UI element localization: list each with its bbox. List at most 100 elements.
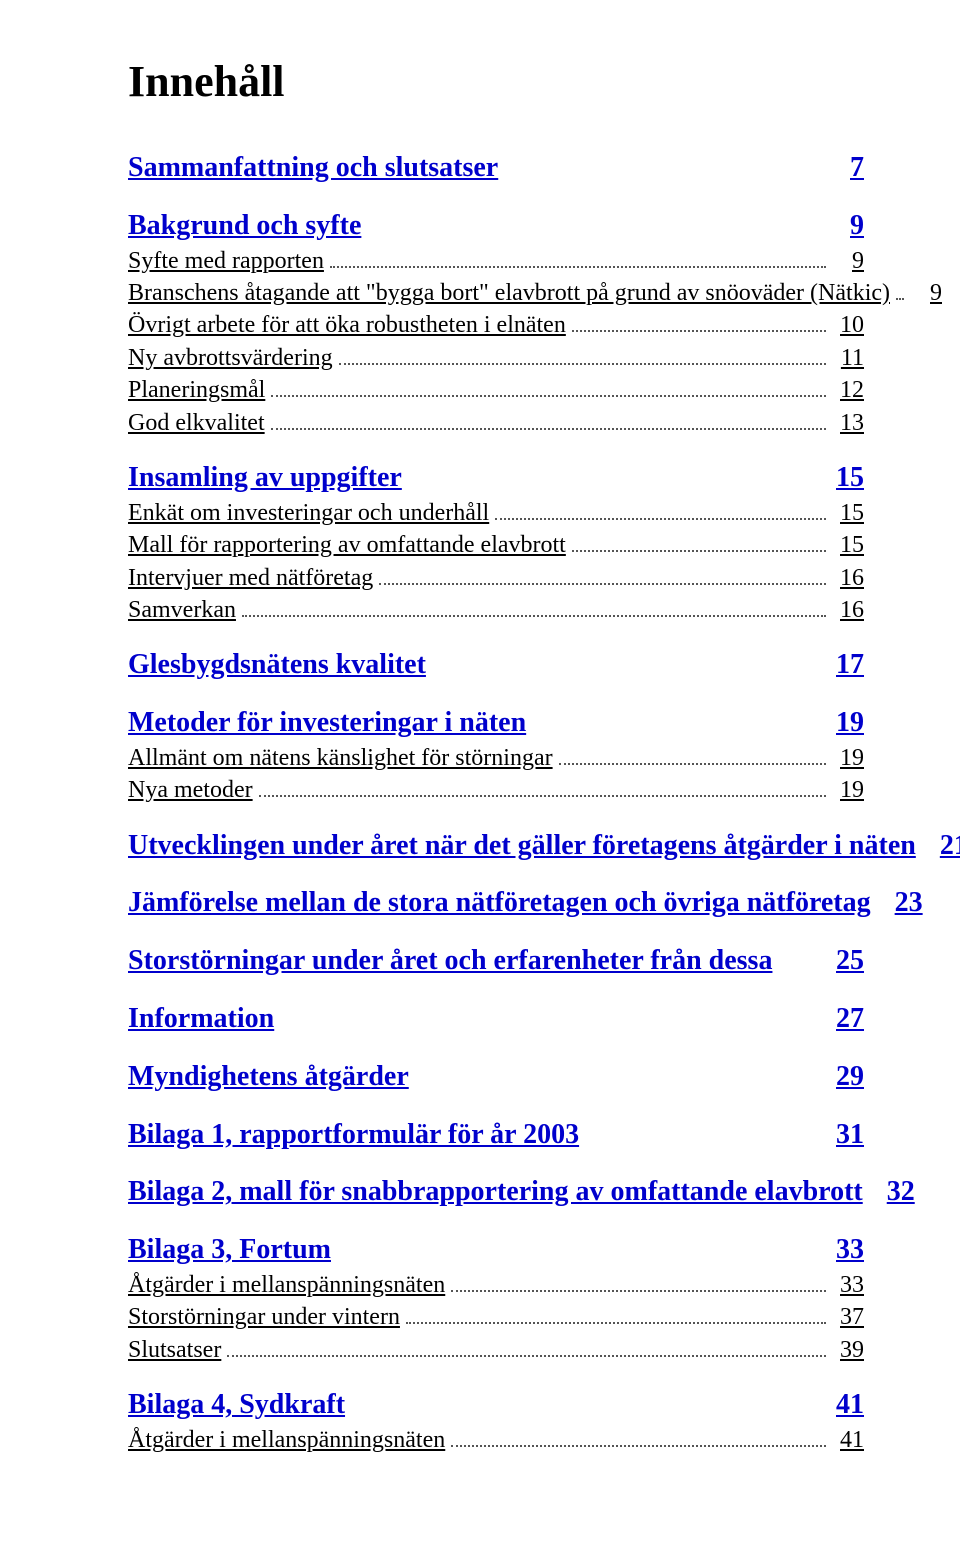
toc-section-link[interactable]: Bilaga 1, rapportformulär för år 2003 <box>128 1116 579 1154</box>
toc-sub-link[interactable]: Storstörningar under vintern <box>128 1301 400 1333</box>
toc-page-number[interactable]: 17 <box>832 646 864 684</box>
leader-dots <box>242 615 826 617</box>
toc-section-row: Myndighetens åtgärder 29 <box>128 1058 864 1096</box>
toc-page-number[interactable]: 9 <box>832 245 864 277</box>
toc-page-number[interactable]: 16 <box>832 594 864 626</box>
toc-sub-link[interactable]: Branschens åtagande att "bygga bort" ela… <box>128 277 890 309</box>
toc-sub-row: Samverkan 16 <box>128 594 864 626</box>
toc-sub-link[interactable]: Övrigt arbete för att öka robustheten i … <box>128 309 566 341</box>
leader-dots <box>271 395 826 397</box>
leader-dots <box>572 330 826 332</box>
leader-dots <box>330 266 826 268</box>
toc-sub-row: God elkvalitet 13 <box>128 407 864 439</box>
toc-sub-link[interactable]: God elkvalitet <box>128 407 265 439</box>
toc-page-number[interactable]: 21 <box>936 827 960 865</box>
leader-dots <box>451 1445 826 1447</box>
toc-page-number[interactable]: 7 <box>832 149 864 187</box>
leader-dots <box>406 1322 826 1324</box>
toc-page-number[interactable]: 41 <box>832 1424 864 1456</box>
toc-sub-row: Åtgärder i mellanspänningsnäten 33 <box>128 1269 864 1301</box>
toc-sub-row: Enkät om investeringar och underhåll 15 <box>128 497 864 529</box>
toc-page-number[interactable]: 33 <box>832 1231 864 1269</box>
toc-section-row: Information 27 <box>128 1000 864 1038</box>
toc-sub-link[interactable]: Nya metoder <box>128 774 253 806</box>
toc-sub-link[interactable]: Samverkan <box>128 594 236 626</box>
toc-section-link[interactable]: Sammanfattning och slutsatser <box>128 149 498 187</box>
toc-sub-link[interactable]: Planeringsmål <box>128 374 265 406</box>
toc-page-number[interactable]: 19 <box>832 774 864 806</box>
toc-page-number[interactable]: 31 <box>832 1116 864 1154</box>
toc-section-link[interactable]: Bakgrund och syfte <box>128 207 361 245</box>
toc-page-number[interactable]: 25 <box>832 942 864 980</box>
toc-sub-link[interactable]: Slutsatser <box>128 1334 221 1366</box>
toc-sub-row: Ny avbrottsvärdering 11 <box>128 342 864 374</box>
leader-dots <box>271 428 826 430</box>
toc-section-row: Insamling av uppgifter 15 <box>128 459 864 497</box>
toc-page-number[interactable]: 41 <box>832 1386 864 1424</box>
toc-page-number[interactable]: 15 <box>832 459 864 497</box>
toc-section-row: Bilaga 2, mall för snabbrapportering av … <box>128 1173 864 1211</box>
toc-page-number[interactable]: 19 <box>832 704 864 742</box>
leader-dots <box>259 795 826 797</box>
toc-section-row: Metoder för investeringar i näten 19 <box>128 704 864 742</box>
toc-sub-link[interactable]: Ny avbrottsvärdering <box>128 342 333 374</box>
leader-dots <box>451 1290 826 1292</box>
toc-page-number[interactable]: 23 <box>891 884 923 922</box>
toc-sub-row: Övrigt arbete för att öka robustheten i … <box>128 309 864 341</box>
toc-page-number[interactable]: 15 <box>832 529 864 561</box>
toc-section-link[interactable]: Metoder för investeringar i näten <box>128 704 526 742</box>
leader-dots <box>896 298 904 300</box>
toc-page-number[interactable]: 37 <box>832 1301 864 1333</box>
toc-section-link[interactable]: Bilaga 3, Fortum <box>128 1231 331 1269</box>
toc-sub-link[interactable]: Intervjuer med nätföretag <box>128 562 373 594</box>
toc-sub-row: Storstörningar under vintern 37 <box>128 1301 864 1333</box>
toc-section-link[interactable]: Glesbygdsnätens kvalitet <box>128 646 426 684</box>
toc-sub-row: Mall för rapportering av omfattande elav… <box>128 529 864 561</box>
toc-section-link[interactable]: Jämförelse mellan de stora nätföretagen … <box>128 884 871 922</box>
toc-page-number[interactable]: 12 <box>832 374 864 406</box>
toc-sub-row: Slutsatser 39 <box>128 1334 864 1366</box>
toc-section-row: Sammanfattning och slutsatser 7 <box>128 149 864 187</box>
toc-section-link[interactable]: Bilaga 4, Sydkraft <box>128 1386 345 1424</box>
toc-page-number[interactable]: 9 <box>832 207 864 245</box>
toc-page-number[interactable]: 16 <box>832 562 864 594</box>
toc-page-number[interactable]: 27 <box>832 1000 864 1038</box>
toc-sub-link[interactable]: Åtgärder i mellanspänningsnäten <box>128 1269 445 1301</box>
toc-sub-row: Åtgärder i mellanspänningsnäten 41 <box>128 1424 864 1456</box>
leader-dots <box>227 1355 826 1357</box>
toc-section-row: Bilaga 1, rapportformulär för år 2003 31 <box>128 1116 864 1154</box>
toc-page-number[interactable]: 9 <box>910 277 942 309</box>
toc-page-number[interactable]: 11 <box>832 342 864 374</box>
toc-section-link[interactable]: Information <box>128 1000 274 1038</box>
toc-page-number[interactable]: 10 <box>832 309 864 341</box>
toc-sub-row: Syfte med rapporten 9 <box>128 245 864 277</box>
toc-sub-link[interactable]: Enkät om investeringar och underhåll <box>128 497 489 529</box>
toc-section-row: Bilaga 3, Fortum 33 <box>128 1231 864 1269</box>
toc-page-number[interactable]: 15 <box>832 497 864 529</box>
toc-sub-link[interactable]: Syfte med rapporten <box>128 245 324 277</box>
toc-section-row: Jämförelse mellan de stora nätföretagen … <box>128 884 864 922</box>
toc-sub-link[interactable]: Mall för rapportering av omfattande elav… <box>128 529 566 561</box>
leader-dots <box>339 363 826 365</box>
toc-section-link[interactable]: Utvecklingen under året när det gäller f… <box>128 827 916 865</box>
toc-section-link[interactable]: Insamling av uppgifter <box>128 459 402 497</box>
toc-sub-row: Planeringsmål 12 <box>128 374 864 406</box>
leader-dots <box>379 583 826 585</box>
leader-dots <box>495 518 826 520</box>
toc-page-number[interactable]: 32 <box>883 1173 915 1211</box>
toc-page-number[interactable]: 39 <box>832 1334 864 1366</box>
page-title: Innehåll <box>128 56 864 107</box>
toc-page-number[interactable]: 19 <box>832 742 864 774</box>
toc-sub-link[interactable]: Allmänt om nätens känslighet för störnin… <box>128 742 553 774</box>
toc-page-number[interactable]: 13 <box>832 407 864 439</box>
toc-sub-row: Nya metoder 19 <box>128 774 864 806</box>
toc-page-number[interactable]: 33 <box>832 1269 864 1301</box>
toc-section-link[interactable]: Bilaga 2, mall för snabbrapportering av … <box>128 1173 863 1211</box>
leader-dots <box>572 550 826 552</box>
toc-sub-link[interactable]: Åtgärder i mellanspänningsnäten <box>128 1424 445 1456</box>
toc-page-number[interactable]: 29 <box>832 1058 864 1096</box>
toc-section-link[interactable]: Myndighetens åtgärder <box>128 1058 409 1096</box>
toc-sub-row: Intervjuer med nätföretag 16 <box>128 562 864 594</box>
toc-section-link[interactable]: Storstörningar under året och erfarenhet… <box>128 942 772 980</box>
toc-section-row: Glesbygdsnätens kvalitet 17 <box>128 646 864 684</box>
